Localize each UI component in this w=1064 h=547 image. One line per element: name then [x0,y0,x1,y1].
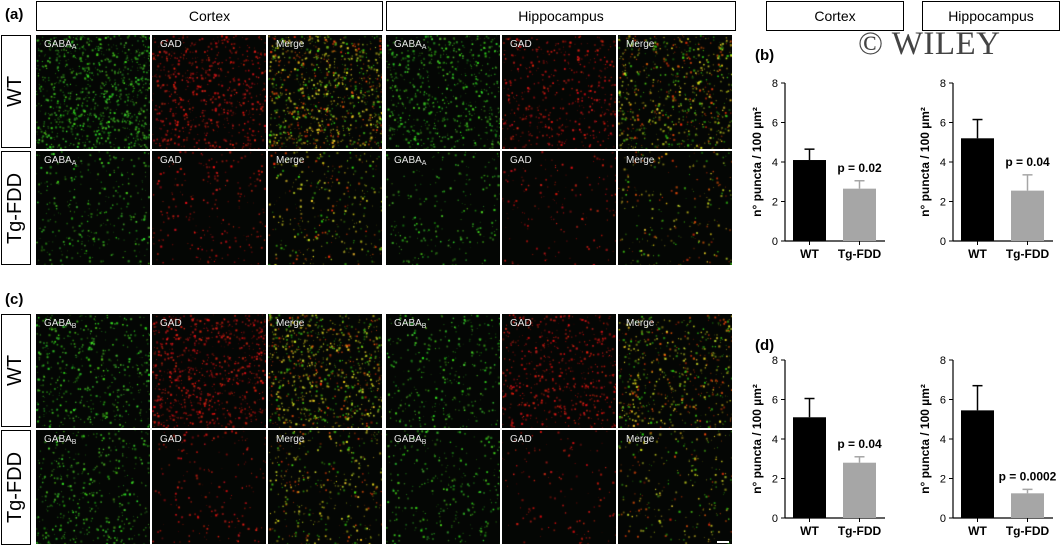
p-value-annotation: p = 0.0002 [999,469,1057,483]
merge-image: Merge [618,151,732,265]
x-tick-label: WT [968,524,987,538]
hippocampus-header: Hippocampus [386,1,736,31]
x-tick-label: WT [800,247,819,261]
x-tick-label: WT [800,524,819,538]
green-channel-image: GABAB [386,430,500,544]
p-value-annotation: p = 0.02 [837,161,882,175]
cortex-header: Cortex [36,1,383,31]
p-value-annotation: p = 0.04 [1005,155,1050,169]
bar-wt [793,160,826,241]
y-tick-label: 2 [772,474,778,486]
chart-cortex-header: Cortex [766,1,904,31]
x-tick-label: Tg-FDD [838,247,882,261]
gad-channel-image: GAD [502,35,616,149]
gad-channel-image: GAD [152,314,266,428]
y-tick-label: 8 [940,355,946,367]
y-tick-label: 8 [940,78,946,90]
y-tick-label: 8 [772,78,778,90]
green-channel-image: GABAA [386,35,500,149]
y-tick-label: 4 [940,434,946,446]
bar-wt [961,138,994,241]
merge-image: Merge [618,314,732,428]
y-tick-label: 0 [940,236,946,248]
x-tick-label: Tg-FDD [1006,247,1050,261]
y-tick-label: 4 [772,157,778,169]
x-tick-label: Tg-FDD [1006,524,1050,538]
green-channel-image: GABAB [36,314,150,428]
green-channel-image: GABAB [386,314,500,428]
y-tick-label: 4 [772,434,778,446]
y-axis-label: n° puncta / 100 µm² [918,384,932,494]
y-tick-label: 2 [940,474,946,486]
green-channel-image: GABAA [36,35,150,149]
p-value-annotation: p = 0.04 [837,437,882,451]
y-tick-label: 4 [940,157,946,169]
bar-wt [961,410,994,518]
green-channel-image: GABAB [36,430,150,544]
x-tick-label: Tg-FDD [838,524,882,538]
merge-image: Merge [268,151,382,265]
y-tick-label: 6 [940,118,946,130]
green-channel-image: GABAA [386,151,500,265]
y-tick-label: 6 [772,395,778,407]
bar-tg-fdd [1011,190,1044,241]
wiley-watermark: © WILEY [858,26,1001,62]
bar-tg-fdd [843,462,876,518]
bar-tg-fdd [843,188,876,241]
bar-wt [793,417,826,518]
y-tick-label: 0 [940,513,946,525]
gad-channel-image: GAD [152,430,266,544]
row-label-wt-a: WT [1,35,31,148]
row-label-tgfdd-a: Tg-FDD [1,151,31,265]
y-axis-label: n° puncta / 100 µm² [750,107,764,217]
merge-image: Merge [618,35,732,149]
panel-letter-a: (a) [5,6,24,23]
green-channel-image: GABAA [36,151,150,265]
merge-image: Merge [268,430,382,544]
gad-channel-image: GAD [502,430,616,544]
y-tick-label: 6 [772,118,778,130]
scale-bar [717,541,729,543]
panel-letter-b: (b) [755,47,775,64]
y-axis-label: n° puncta / 100 µm² [750,384,764,494]
y-tick-label: 2 [772,197,778,209]
x-tick-label: WT [968,247,987,261]
panel-letter-c: (c) [5,291,24,308]
gad-channel-image: GAD [152,151,266,265]
y-tick-label: 6 [940,395,946,407]
y-tick-label: 8 [772,355,778,367]
gad-channel-image: GAD [502,314,616,428]
gad-channel-image: GAD [152,35,266,149]
y-axis-label: n° puncta / 100 µm² [918,107,932,217]
panel-letter-d: (d) [755,337,775,354]
chart-hippocampus-header: Hippocampus [922,1,1060,31]
gad-channel-image: GAD [502,151,616,265]
y-tick-label: 0 [772,236,778,248]
y-tick-label: 2 [940,197,946,209]
row-label-tgfdd-c: Tg-FDD [1,430,31,545]
merge-image: Merge [268,314,382,428]
row-label-wt-c: WT [1,314,31,427]
bar-tg-fdd [1011,493,1044,518]
y-tick-label: 0 [772,513,778,525]
